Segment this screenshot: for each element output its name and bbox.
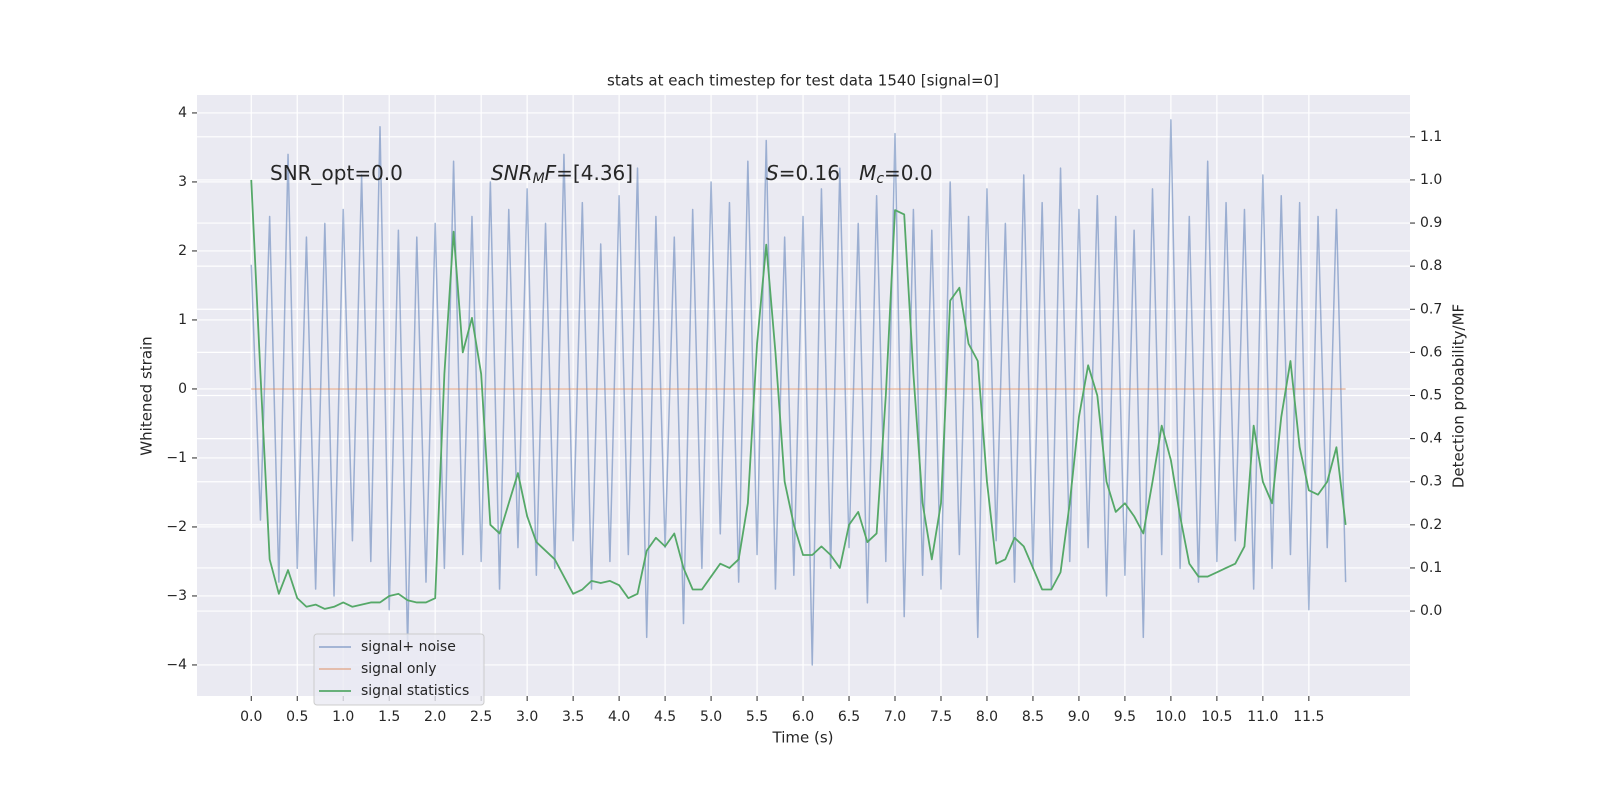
annotation-part: =0.0 [884, 161, 933, 185]
annotation-part: =[4.36] [556, 161, 633, 185]
x-tick-label: 7.0 [884, 709, 906, 725]
annotation: SNRMF=[4.36] [491, 161, 633, 188]
x-tick-label: 1.5 [378, 709, 400, 725]
legend-label: signal+ noise [361, 639, 456, 655]
legend-label: signal statistics [361, 683, 469, 699]
x-tick-label: 10.0 [1155, 709, 1186, 725]
y2-tick-label: 0.9 [1420, 215, 1442, 231]
annotation-part: SNR_opt=0.0 [270, 161, 403, 185]
chart-title: stats at each timestep for test data 154… [607, 72, 999, 90]
y2-tick-label: 0.6 [1420, 344, 1442, 360]
x-tick-label: 4.0 [608, 709, 630, 725]
x-tick-label: 6.0 [792, 709, 814, 725]
annotation-part: c [876, 171, 884, 187]
marks [250, 119, 1347, 666]
y-tick-label: −2 [166, 519, 187, 535]
x-tick-label: 3.5 [562, 709, 584, 725]
x-tick-label: 11.5 [1293, 709, 1324, 725]
y2-tick-label: 0.5 [1420, 388, 1442, 404]
y2-axis-label: Detection probability/MF [1450, 304, 1468, 488]
x-tick-label: 7.5 [930, 709, 952, 725]
y-axis-label: Whitened strain [138, 336, 156, 455]
x-tick-label: 0.0 [240, 709, 262, 725]
annotation-part: M [533, 171, 545, 187]
overlay: 0.0 0.5 1.0 1.5 2.0 2.5 3.0 3.5 4.0 4.5 5.0 5.5 6.0 6… [166, 105, 1442, 725]
legend-box [313, 633, 485, 706]
y-tick-label: −1 [166, 450, 187, 466]
y2-tick-label: 0.4 [1420, 431, 1442, 447]
annotation-part: =0.16 [779, 161, 859, 185]
annotation-part: SNR [491, 161, 533, 185]
x-tick-label: 11.0 [1247, 709, 1278, 725]
annotation-part: F [545, 161, 557, 185]
series-line [250, 179, 1347, 610]
series-line [250, 119, 1347, 666]
x-tick-label: 2.5 [470, 709, 492, 725]
x-tick-label: 8.0 [976, 709, 998, 725]
y2-tick-label: 0.2 [1420, 517, 1442, 533]
y2-tick-label: 0.8 [1420, 258, 1442, 274]
annotation: S=0.16 Mc=0.0 [766, 161, 933, 188]
y-tick-label: 1 [178, 312, 187, 328]
x-tick-label: 4.5 [654, 709, 676, 725]
annotation-part: S [766, 161, 779, 185]
x-tick-label: 1.0 [332, 709, 354, 725]
x-tick-label: 3.0 [516, 709, 538, 725]
y2-tick-label: 1.1 [1420, 129, 1442, 145]
y-tick-label: 2 [178, 243, 187, 259]
x-tick-label: 5.0 [700, 709, 722, 725]
y-tick-label: 0 [178, 381, 187, 397]
y2-tick-label: 0.3 [1420, 474, 1442, 490]
x-tick-label: 2.0 [424, 709, 446, 725]
x-tick-label: 8.5 [1022, 709, 1044, 725]
y-tick-label: −3 [166, 588, 187, 604]
x-tick-label: 6.5 [838, 709, 860, 725]
legend-label: signal only [361, 661, 436, 677]
y2-tick-label: 0.1 [1420, 560, 1442, 576]
x-axis-label: Time (s) [772, 729, 834, 747]
y-tick-label: 3 [178, 174, 187, 190]
x-tick-label: 9.0 [1068, 709, 1090, 725]
annotation: SNR_opt=0.0 [270, 161, 403, 185]
y2-tick-label: 0.0 [1420, 603, 1442, 619]
x-tick-label: 5.5 [746, 709, 768, 725]
y-tick-label: −4 [166, 657, 187, 673]
x-tick-label: 10.5 [1201, 709, 1232, 725]
y-tick-label: 4 [178, 105, 187, 121]
x-tick-label: 9.5 [1114, 709, 1136, 725]
y2-tick-label: 1.0 [1420, 172, 1442, 188]
annotation-part: M [859, 161, 876, 185]
y2-tick-label: 0.7 [1420, 301, 1442, 317]
x-tick-label: 0.5 [286, 709, 308, 725]
